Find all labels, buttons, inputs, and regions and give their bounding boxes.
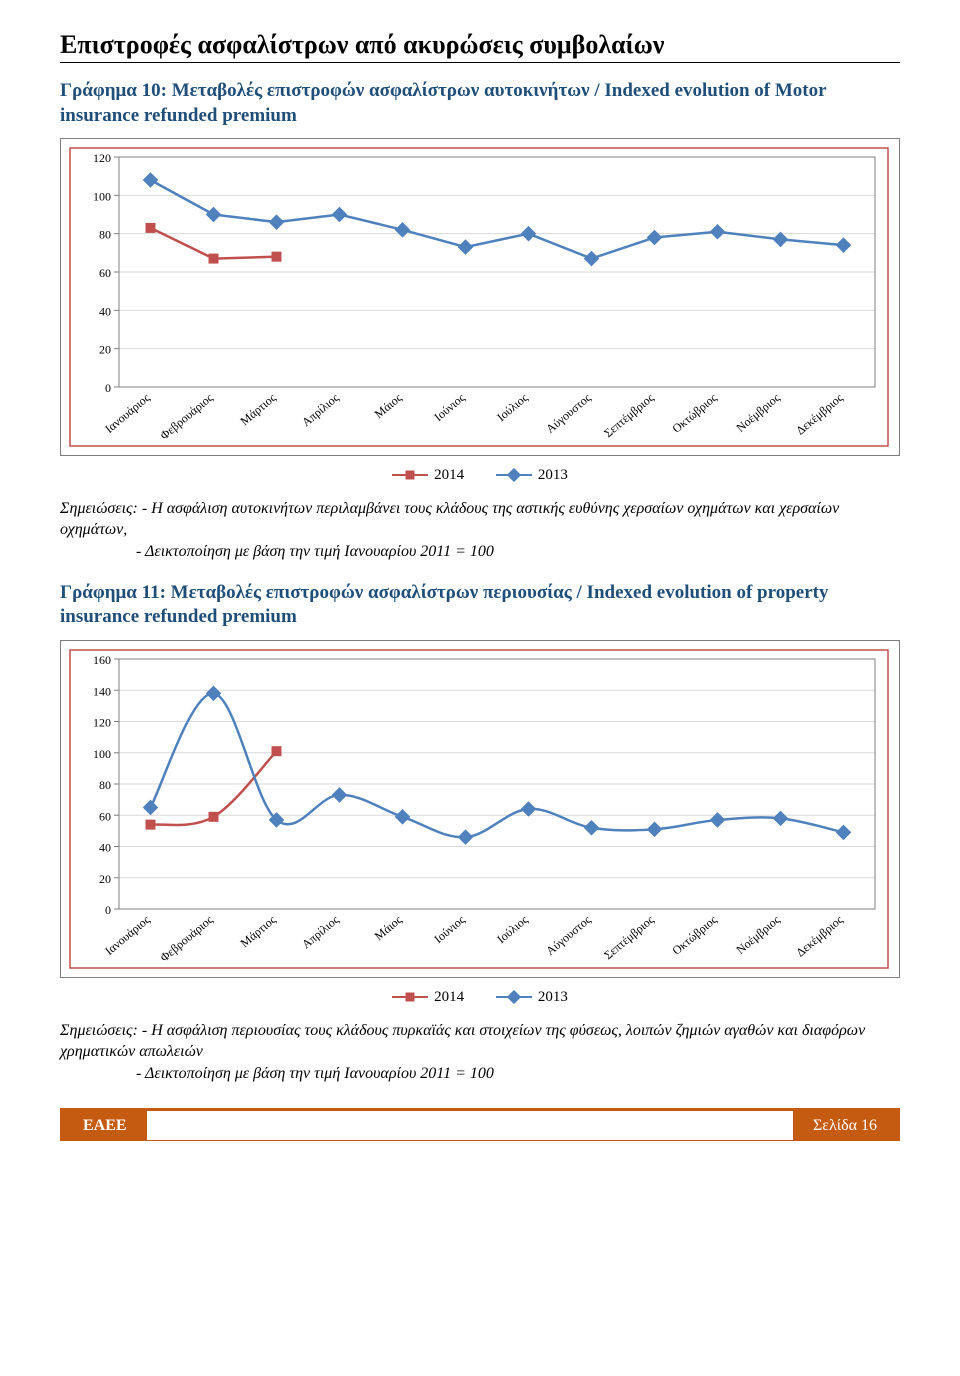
svg-text:120: 120 [93, 151, 111, 165]
svg-text:0: 0 [105, 903, 111, 917]
svg-text:Ιούνιος: Ιούνιος [431, 912, 467, 946]
svg-text:Οκτώβριος: Οκτώβριος [669, 391, 719, 436]
notes-line-1: - Η ασφάλιση αυτοκινήτων περιλαμβάνει το… [60, 500, 839, 539]
chart10-svg: 0 20 40 60 80 100 120 ΙανουάριοςΦεβρουάριος Μάρτ… [69, 147, 889, 447]
notes-label: Σημειώσεις: [60, 500, 138, 517]
svg-text:100: 100 [93, 747, 111, 761]
svg-text:Νοέμβριος: Νοέμβριος [733, 391, 782, 435]
svg-text:40: 40 [99, 841, 111, 855]
page-footer: ΕΑΕΕ Σελίδα 16 [60, 1108, 900, 1141]
legend-2013: 2013 [496, 467, 568, 484]
svg-text:Ιανουάριος: Ιανουάριος [102, 391, 152, 437]
svg-text:40: 40 [99, 305, 111, 319]
chart10-container: 0 20 40 60 80 100 120 ΙανουάριοςΦεβρουάριος Μάρτ… [60, 138, 900, 456]
svg-text:80: 80 [99, 228, 111, 242]
notes-label-b: Σημειώσεις: [60, 1022, 138, 1039]
svg-text:Φεβρουάριος: Φεβρουάριος [157, 912, 215, 964]
svg-text:160: 160 [93, 653, 111, 667]
legend-2014-b: 2014 [392, 989, 464, 1006]
svg-text:Μάιος: Μάιος [372, 912, 405, 943]
chart11-title: Γράφημα 11: Μεταβολές επιστροφών ασφαλίσ… [60, 581, 900, 630]
chart11-legend: 2014 2013 [60, 986, 900, 1006]
chart10-title: Γράφημα 10: Μεταβολές επιστροφών ασφαλίσ… [60, 79, 900, 128]
svg-text:20: 20 [99, 343, 111, 357]
svg-text:140: 140 [93, 684, 111, 698]
svg-text:Μάιος: Μάιος [372, 391, 405, 422]
svg-text:Μάρτιος: Μάρτιος [237, 912, 278, 950]
svg-text:100: 100 [93, 190, 111, 204]
notes-line-2-b: - Δεικτοποίηση με βάση την τιμή Ιανουαρί… [136, 1065, 494, 1082]
svg-text:60: 60 [99, 266, 111, 280]
svg-text:20: 20 [99, 872, 111, 886]
svg-text:Μάρτιος: Μάρτιος [237, 391, 278, 429]
legend-2013-b: 2013 [496, 989, 568, 1006]
svg-text:60: 60 [99, 809, 111, 823]
svg-text:Ιανουάριος: Ιανουάριος [102, 912, 152, 958]
legend-2013-label-b: 2013 [538, 989, 568, 1006]
notes-line-2: - Δεικτοποίηση με βάση την τιμή Ιανουαρί… [136, 543, 494, 560]
legend-2014-label-b: 2014 [434, 989, 464, 1006]
svg-text:120: 120 [93, 716, 111, 730]
svg-text:Σεπτέμβριος: Σεπτέμβριος [601, 391, 656, 441]
page-title: Επιστροφές ασφαλίστρων από ακυρώσεις συμ… [60, 30, 900, 63]
footer-left: ΕΑΕΕ [60, 1108, 147, 1141]
chart10-notes: Σημειώσεις: - Η ασφάλιση αυτοκινήτων περ… [60, 498, 900, 563]
svg-text:Νοέμβριος: Νοέμβριος [733, 912, 782, 956]
legend-2014-label: 2014 [434, 467, 464, 484]
chart10-legend: 2014 2013 [60, 464, 900, 484]
svg-text:Ιούνιος: Ιούνιος [431, 391, 467, 425]
chart11-svg: 0 20 40 60 80 100 120 140 160 ΙανουάριοςΦεβρουάρι… [69, 649, 889, 969]
svg-text:Σεπτέμβριος: Σεπτέμβριος [601, 912, 656, 962]
legend-2014: 2014 [392, 467, 464, 484]
svg-text:Απρίλιος: Απρίλιος [299, 912, 342, 951]
svg-text:Οκτώβριος: Οκτώβριος [669, 912, 719, 957]
svg-text:Αύγουστος: Αύγουστος [543, 391, 593, 437]
svg-text:Δεκέμβριος: Δεκέμβριος [793, 391, 845, 438]
legend-2013-label: 2013 [538, 467, 568, 484]
svg-text:Ιούλιος: Ιούλιος [494, 912, 530, 946]
chart11-container: 0 20 40 60 80 100 120 140 160 ΙανουάριοςΦεβρουάρι… [60, 640, 900, 978]
footer-right: Σελίδα 16 [793, 1108, 900, 1141]
svg-text:Δεκέμβριος: Δεκέμβριος [793, 912, 845, 959]
svg-text:80: 80 [99, 778, 111, 792]
notes-line-1-b: - Η ασφάλιση περιουσίας τους κλάδους πυρ… [60, 1022, 865, 1061]
svg-text:Αύγουστος: Αύγουστος [543, 912, 593, 958]
chart11-notes: Σημειώσεις: - Η ασφάλιση περιουσίας τους… [60, 1020, 900, 1085]
svg-text:Φεβρουάριος: Φεβρουάριος [157, 391, 215, 443]
svg-text:0: 0 [105, 381, 111, 395]
svg-text:Απρίλιος: Απρίλιος [299, 391, 342, 430]
svg-text:Ιούλιος: Ιούλιος [494, 391, 530, 425]
